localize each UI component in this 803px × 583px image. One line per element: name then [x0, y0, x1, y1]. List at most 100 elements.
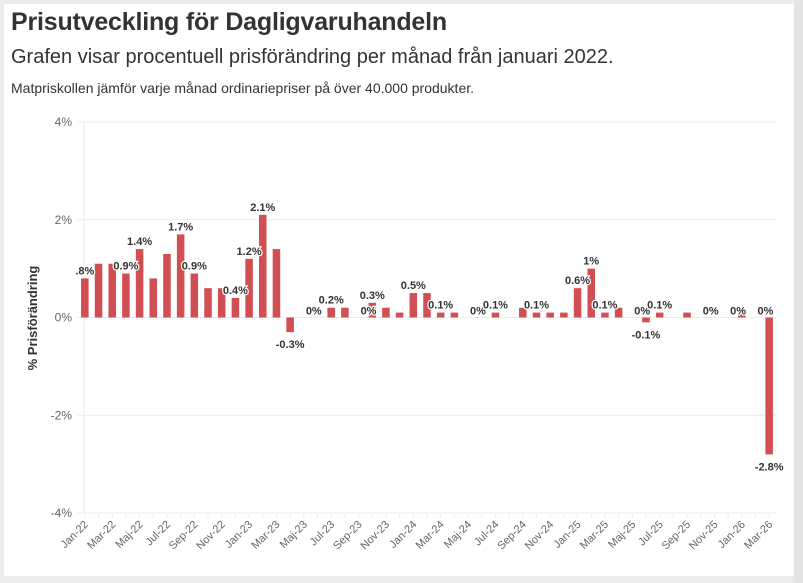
bar-jan-24[interactable]	[409, 293, 418, 318]
x-tick-label: Jan-26	[716, 519, 748, 551]
x-tick-label: Mar-26	[742, 519, 775, 552]
bar-maj-22[interactable]	[135, 249, 144, 318]
bar-jul-23[interactable]	[327, 307, 335, 318]
bar-nov-24[interactable]	[546, 312, 554, 318]
data-label: 0.9%	[113, 261, 138, 273]
x-tick-label: Nov-24	[523, 519, 557, 553]
bar-mar-25[interactable]	[601, 312, 609, 318]
chart-note: Matpriskollen jämför varje månad ordinar…	[11, 80, 475, 96]
data-label: 0.1%	[428, 300, 453, 312]
bar-nov-22[interactable]	[217, 288, 226, 318]
data-label: 1.7%	[168, 221, 193, 233]
bar-sep-24[interactable]	[519, 307, 527, 318]
x-tick-label: Sep-25	[660, 519, 694, 553]
data-label: 1.4%	[127, 236, 152, 248]
data-label: 0%	[470, 306, 486, 318]
bar-apr-25[interactable]	[614, 307, 623, 318]
bar-jan-22[interactable]	[81, 278, 89, 318]
x-tick-label: Mar-22	[85, 519, 118, 552]
y-tick-label: 4%	[55, 115, 73, 129]
y-tick-label: 0%	[55, 311, 73, 325]
bar-feb-22[interactable]	[94, 263, 103, 318]
bar-feb-24[interactable]	[423, 293, 431, 318]
data-label: 0.1%	[592, 300, 617, 312]
x-tick-label: Maj-22	[113, 519, 145, 551]
bar-dec-23[interactable]	[395, 312, 404, 318]
x-tick-label: Maj-24	[442, 519, 474, 551]
y-tick-label: -2%	[51, 408, 73, 422]
y-tick-label: -4%	[51, 506, 73, 520]
bar-nov-23[interactable]	[382, 307, 390, 318]
chart-card	[4, 4, 794, 576]
bar-apr-24[interactable]	[450, 312, 459, 318]
y-axis-label: % Prisförändring	[25, 266, 40, 371]
bar-jun-25[interactable]	[642, 317, 650, 323]
bar-sep-22[interactable]	[190, 273, 199, 318]
data-label: 0%	[703, 306, 719, 318]
x-tick-label: Nov-22	[194, 519, 228, 553]
x-tick-label: Jan-22	[59, 519, 91, 551]
data-label: 0%	[757, 306, 773, 318]
x-tick-label: Sep-22	[167, 519, 201, 553]
data-labels: .8% 0.9%1.4%1.7%0.9%0.4%1.2%2.1%-0.3%0%0.…	[74, 201, 785, 475]
bar-aug-23[interactable]	[341, 307, 349, 318]
bar-jan-26[interactable]	[738, 312, 746, 318]
data-label: 0.1%	[483, 300, 508, 312]
data-label: 0.4%	[223, 285, 248, 297]
bar-jan-25[interactable]	[573, 288, 582, 318]
data-label: 0.1%	[647, 300, 672, 312]
data-label: 0.2%	[319, 295, 344, 307]
bar-jul-25[interactable]	[655, 312, 664, 318]
x-tick-label: Nov-23	[358, 519, 392, 553]
bar-mar-24[interactable]	[436, 312, 445, 318]
page-scrollbar[interactable]	[794, 0, 803, 583]
y-tick-label: 2%	[55, 213, 73, 227]
data-label: -0.1%	[632, 329, 661, 341]
data-label: 0.1%	[524, 300, 549, 312]
data-label: 1%	[583, 256, 599, 268]
bar-feb-23[interactable]	[259, 214, 267, 318]
bar-dec-24[interactable]	[560, 312, 568, 318]
x-tick-label: Maj-23	[278, 519, 310, 551]
x-tick-label: Sep-23	[331, 519, 365, 553]
bar-sep-25[interactable]	[683, 312, 691, 318]
chart-subtitle: Grafen visar procentuell prisförändring …	[11, 46, 614, 68]
bar-aug-22[interactable]	[176, 234, 185, 318]
bar-okt-24[interactable]	[532, 312, 541, 318]
bar-apr-23[interactable]	[286, 317, 294, 333]
x-tick-label: Nov-25	[687, 519, 721, 553]
y-axis-ticks: 4% 2% 0% -2% -4%	[51, 115, 73, 520]
x-tick-label: Jan-25	[551, 519, 583, 551]
data-label: 0%	[306, 306, 322, 318]
data-label: 0.5%	[401, 280, 426, 292]
data-label: -0.3%	[276, 339, 305, 351]
data-label: 2.1%	[250, 202, 275, 214]
bar-jul-24[interactable]	[491, 312, 500, 318]
data-label: 0.3%	[360, 290, 385, 302]
x-tick-label: Mar-25	[578, 519, 611, 552]
data-label: 0.6%	[565, 275, 590, 287]
bars	[81, 214, 773, 455]
bar-jun-22[interactable]	[149, 278, 158, 318]
x-tick-label: Sep-24	[495, 519, 529, 553]
data-label: 0%	[730, 306, 746, 318]
x-tick-label: Jan-23	[223, 519, 255, 551]
bar-dec-22[interactable]	[231, 297, 240, 318]
bar-mar-26[interactable]	[765, 317, 773, 455]
bar-mar-23[interactable]	[272, 249, 281, 318]
bar-okt-22[interactable]	[204, 288, 212, 318]
x-tick-label: Mar-24	[414, 519, 447, 552]
x-tick-label: Maj-25	[606, 519, 638, 551]
data-label: -2.8%	[755, 461, 784, 473]
x-tick-label: Jan-24	[387, 519, 419, 551]
bar-mar-22[interactable]	[108, 263, 116, 318]
chart-title: Prisutveckling för Dagligvaruhandeln	[11, 8, 447, 36]
bar-jul-22[interactable]	[163, 253, 171, 318]
bar-okt-23[interactable]	[368, 302, 377, 318]
bar-jan-23[interactable]	[245, 258, 253, 318]
bar-feb-25[interactable]	[587, 268, 595, 318]
bar-apr-22[interactable]	[122, 273, 130, 318]
data-label: 0%	[634, 306, 650, 318]
data-label: 0%	[361, 306, 377, 318]
x-tick-label: Mar-23	[249, 519, 282, 552]
